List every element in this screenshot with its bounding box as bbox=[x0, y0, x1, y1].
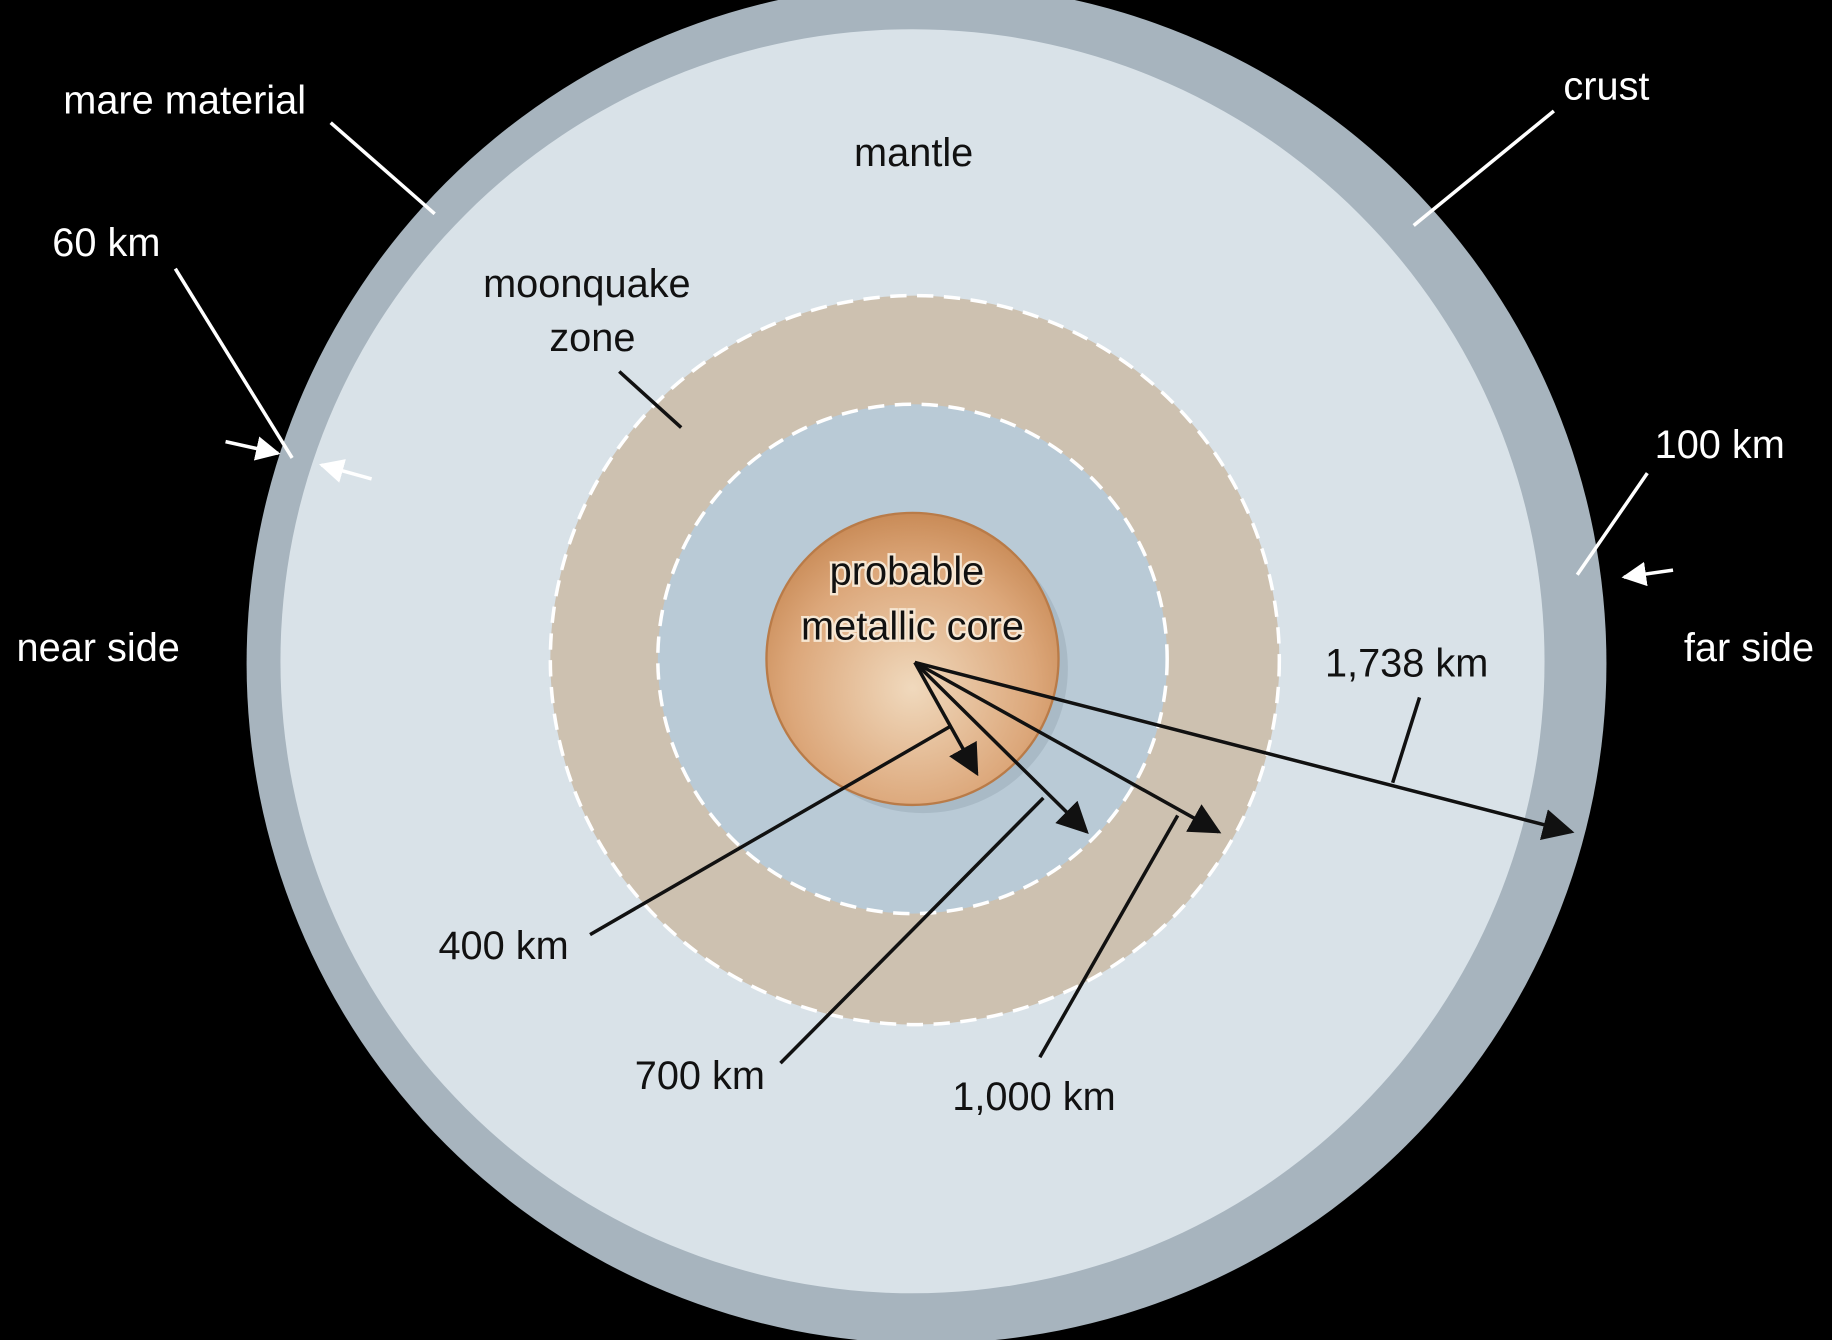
label: mare material bbox=[63, 78, 306, 122]
label: 400 km bbox=[438, 924, 568, 968]
moon-diagram: mare material crust mantle 60 km moonqua… bbox=[0, 0, 1832, 1340]
label: 700 km bbox=[635, 1054, 765, 1098]
page: {"diagram": { "labels": { "mare_material… bbox=[0, 0, 1832, 1340]
label: 1,738 km bbox=[1325, 641, 1488, 685]
label: mantle bbox=[854, 131, 973, 175]
label: far side bbox=[1684, 626, 1814, 670]
label: 60 km bbox=[52, 221, 160, 265]
label: 100 km bbox=[1655, 423, 1785, 467]
label: near side bbox=[17, 626, 180, 670]
label: crust bbox=[1563, 64, 1649, 108]
label: 1,000 km bbox=[952, 1075, 1115, 1119]
